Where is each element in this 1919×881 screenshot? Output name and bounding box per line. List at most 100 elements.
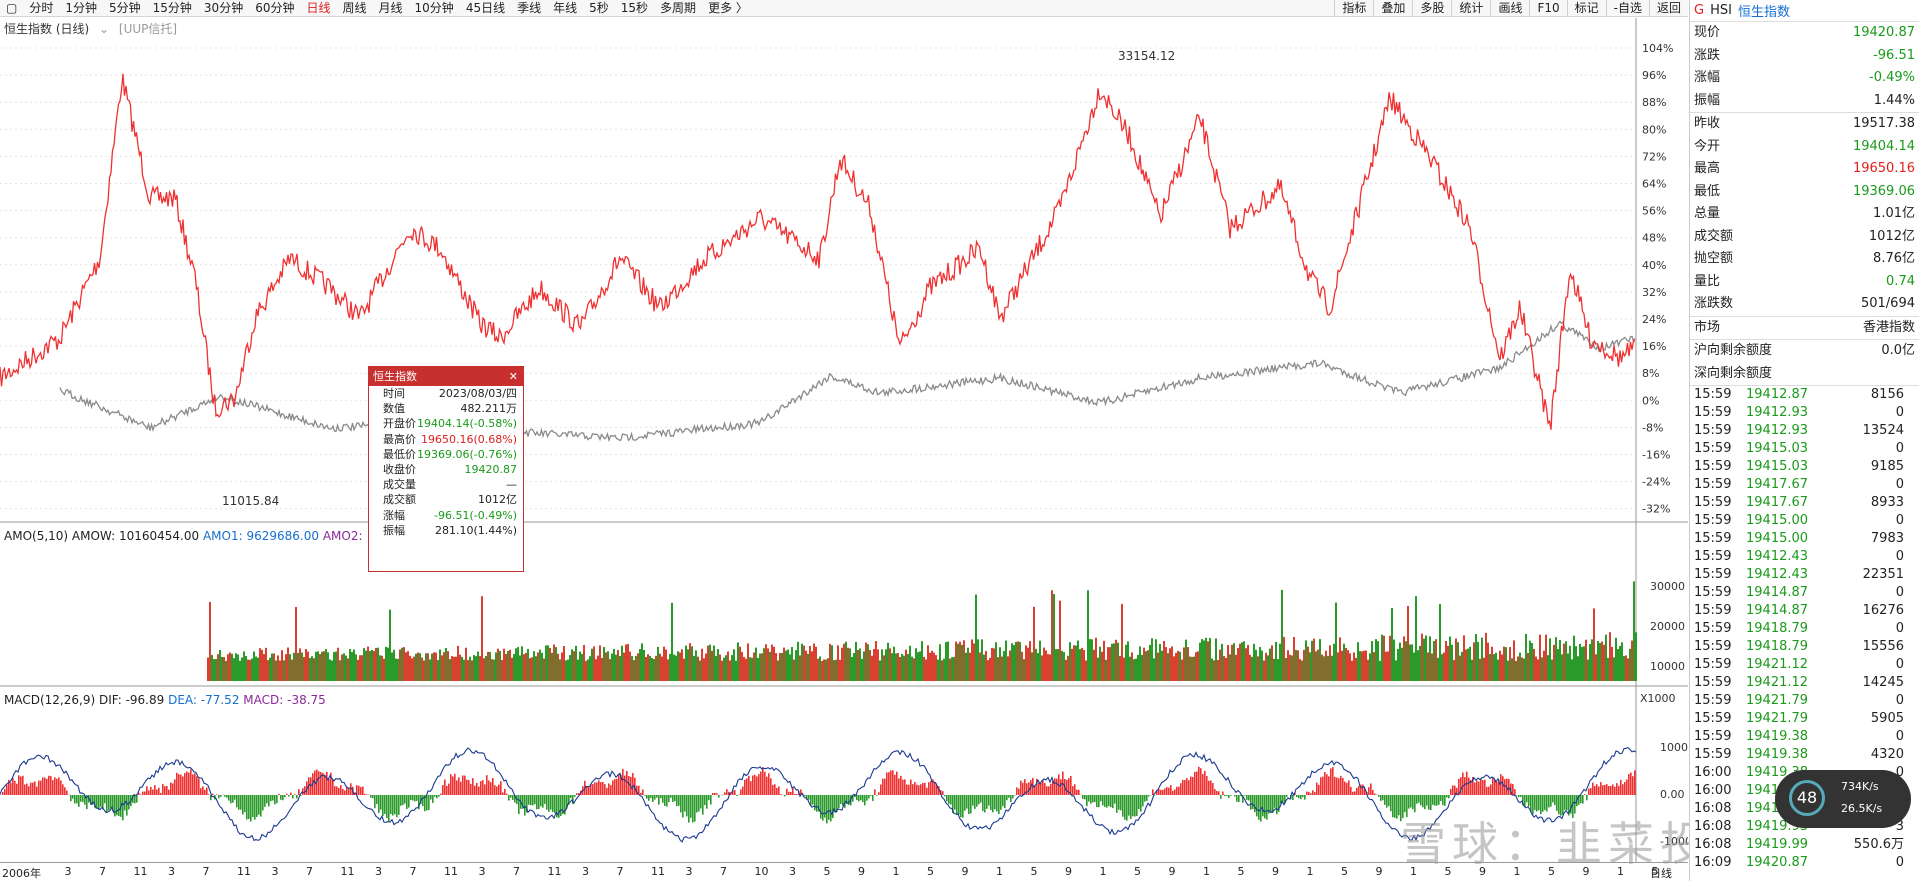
tool-button-1[interactable]: 叠加 (1373, 0, 1412, 17)
amo-bar (1289, 654, 1291, 681)
amo-bar (411, 658, 413, 681)
macd-bar (268, 795, 270, 807)
overlay-label[interactable]: [UUP信托] (118, 22, 178, 36)
chevron-down-icon[interactable]: ⌄ (99, 22, 110, 36)
tool-button-4[interactable]: 画线 (1490, 0, 1529, 17)
period-16[interactable]: 更多 〉 (708, 0, 748, 15)
tool-button-8[interactable]: 返回 (1648, 0, 1688, 17)
period-label[interactable]: 日线 (1650, 867, 1672, 880)
period-1[interactable]: 1分钟 (65, 0, 97, 15)
macd-bar (1600, 782, 1602, 795)
tick-volume: 0 (1895, 657, 1904, 672)
tooltip-row: 时间 2023/08/03/四 (369, 386, 523, 401)
period-4[interactable]: 30分钟 (203, 0, 244, 15)
period-14[interactable]: 15秒 (620, 0, 649, 15)
amo-bar (871, 655, 873, 681)
tick-time: 16:00 (1694, 783, 1732, 798)
amo-bar (1417, 650, 1419, 681)
flow-label: 深向剩余额度 (1694, 365, 1773, 381)
period-13[interactable]: 5秒 (589, 0, 609, 15)
period-5[interactable]: 60分钟 (255, 0, 295, 15)
amo-bar (603, 647, 605, 681)
tool-button-7[interactable]: -自选 (1605, 0, 1649, 17)
amo-bar (555, 647, 557, 681)
amo-bar (915, 648, 917, 681)
macd-bar (786, 788, 788, 795)
toolbar-menu-icon[interactable]: ▢ (6, 0, 18, 15)
amo-bar (527, 648, 529, 681)
macd-bar (1558, 795, 1560, 815)
period-0[interactable]: 分时 (29, 0, 54, 15)
x-tick-label: 11 (340, 865, 355, 878)
period-3[interactable]: 15分钟 (152, 0, 192, 15)
macd-bar (952, 795, 954, 814)
macd-bar (604, 784, 606, 795)
amo-bar (1411, 644, 1413, 681)
stock-name[interactable]: 恒生指数 (1737, 5, 1790, 20)
period-7[interactable]: 周线 (342, 0, 367, 15)
amo-bar (1121, 603, 1123, 681)
macd-bar (110, 795, 112, 809)
macd-bar (1524, 795, 1526, 808)
amo-bar (317, 651, 319, 681)
amo-bar (1243, 641, 1245, 681)
network-speed-widget[interactable]: 48 734K/s 26.5K/s (1775, 770, 1911, 828)
macd-bar (430, 795, 432, 800)
amo-bar (1447, 645, 1449, 681)
x-tick-label: 1 (1306, 865, 1314, 878)
x-tick-label: 5 (927, 865, 934, 878)
amo-bar (987, 660, 989, 681)
macd-bar (614, 779, 616, 795)
amo-bar (723, 657, 725, 681)
period-6[interactable]: 日线 (306, 0, 331, 15)
macd-bar (728, 791, 730, 795)
tool-button-5[interactable]: F10 (1529, 0, 1566, 17)
chart-area[interactable]: 恒生指数 (日线) ⌄ [UUP信托] 104% 96% 88% 80% 72% 64% 5… (0, 18, 1758, 881)
period-10[interactable]: 45日线 (465, 0, 506, 15)
tool-button-6[interactable]: 标记 (1566, 0, 1606, 17)
macd-bar (682, 795, 684, 818)
macd-bar (44, 777, 46, 795)
amo-bar (307, 651, 309, 681)
tool-button-0[interactable]: 指标 (1334, 0, 1373, 17)
macd-bar (1168, 787, 1170, 795)
macd-bar (926, 787, 928, 795)
macd-bar (142, 791, 144, 795)
amo-bar (1181, 659, 1183, 681)
amo-bar (413, 656, 415, 681)
x-tick-label: 1 (996, 865, 1003, 878)
period-12[interactable]: 年线 (553, 0, 578, 15)
amo-bar (325, 649, 327, 681)
amo-bar (1099, 646, 1101, 681)
period-15[interactable]: 多周期 (660, 0, 697, 15)
download-speed: 26.5K/s (1841, 802, 1883, 815)
macd-bar (834, 795, 836, 813)
amo-bar (381, 655, 383, 681)
tool-button-3[interactable]: 统计 (1451, 0, 1490, 17)
amo-bar (1253, 643, 1255, 681)
close-icon[interactable]: ✕ (508, 370, 518, 383)
amo-bar (759, 653, 761, 681)
period-toolbar: ▢ 分时 1分钟 5分钟 15分钟 30分钟 60分钟 日线 周线 月线 10分钟 45日线 季线 年线… (0, 0, 1688, 17)
period-8[interactable]: 月线 (378, 0, 403, 15)
macd-bar (762, 767, 764, 795)
amo-bar (369, 651, 371, 681)
macd-bar (1548, 795, 1550, 808)
period-9[interactable]: 10分钟 (414, 0, 454, 15)
amo-bar (569, 655, 571, 681)
amo-bar (839, 659, 841, 681)
macd-bar (1016, 787, 1018, 795)
x-tick-label: 7 (616, 865, 624, 878)
amo-bar (963, 640, 965, 681)
macd-bar (774, 784, 776, 795)
tool-button-2[interactable]: 多股 (1412, 0, 1451, 17)
macd-bar (1070, 776, 1072, 795)
period-2[interactable]: 5分钟 (109, 0, 141, 15)
macd-bar (1434, 795, 1436, 806)
macd-bar (1178, 786, 1180, 795)
macd-bar (118, 795, 120, 817)
amo-bar (1319, 639, 1321, 681)
period-11[interactable]: 季线 (517, 0, 542, 15)
amo-bar (1427, 652, 1429, 681)
